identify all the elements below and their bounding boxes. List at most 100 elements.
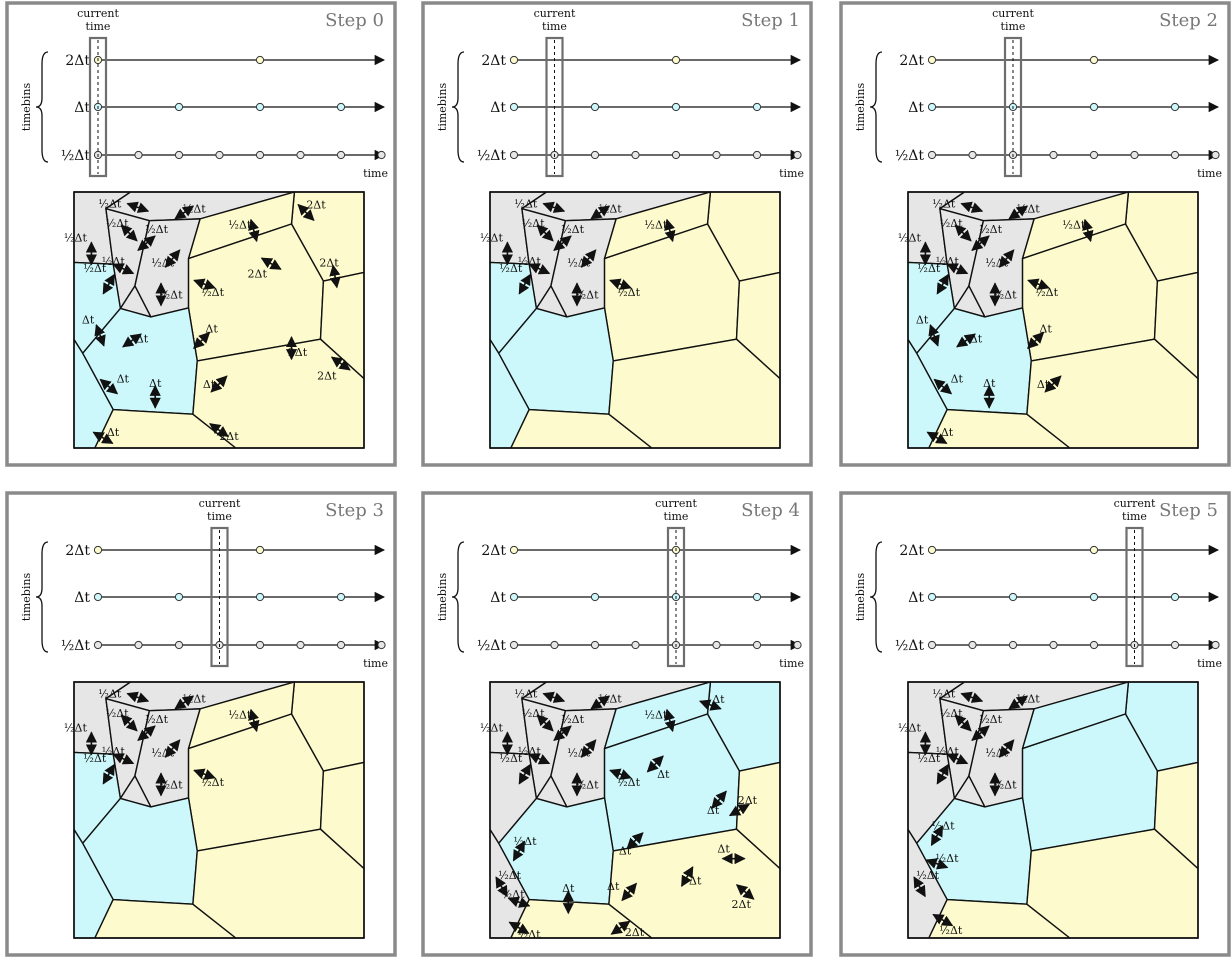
flux-arrow-half: [137, 725, 156, 741]
current-time-label-2: time: [86, 20, 111, 33]
flux-arrow-half: [164, 739, 181, 758]
flux-label-full: Δt: [689, 875, 702, 888]
timestep-marker-half: [671, 150, 681, 160]
flux-label-half: ½Δt: [575, 288, 599, 301]
flux-label-half: ½Δt: [936, 745, 960, 758]
flux-arrow-half: [508, 921, 530, 934]
flux-label-full: Δt: [149, 377, 162, 390]
flux-arrow-half: [120, 224, 138, 242]
flux-label-half: ½Δt: [940, 217, 964, 230]
bin-label-full: Δt: [490, 100, 506, 116]
flux-arrow-full: [711, 790, 727, 810]
flux-arrow-half: [164, 249, 181, 268]
timestep-marker-half: [590, 150, 600, 160]
flux-label-half: ½Δt: [644, 708, 668, 721]
flux-label-half: ½Δt: [917, 752, 941, 765]
flux-arrow-half: [946, 263, 969, 275]
current-time-label-1: current: [77, 7, 119, 20]
flux-label-half: ½Δt: [183, 692, 207, 705]
timestep-marker-full: [1089, 102, 1099, 112]
panel-step-1: Step 12ΔtΔt½Δttimebinstimecurrenttime½Δt…: [421, 1, 813, 467]
current-time-label-2: time: [542, 20, 567, 33]
mesh-border: [907, 191, 1199, 449]
panel-step-4: Step 42ΔtΔt½Δttimebinstimecurrenttime½Δt…: [421, 491, 813, 957]
flux-label-full: Δt: [970, 332, 983, 345]
flux-label-half: ½Δt: [1035, 286, 1059, 299]
panel-title: Step 5: [1159, 500, 1218, 521]
timestep-marker-half: [550, 640, 559, 650]
flux-label-half: ½Δt: [64, 231, 88, 244]
flux-arrow-half: [590, 695, 611, 710]
bin-label-double: 2Δt: [65, 543, 90, 559]
flux-arrow-half: [120, 714, 138, 732]
timestep-marker-full: [509, 592, 519, 602]
flux-label-half: ½Δt: [617, 776, 641, 789]
flux-arrow-half: [553, 725, 572, 741]
flux-label-half: ½Δt: [561, 713, 585, 726]
flux-label-full: Δt: [717, 843, 730, 856]
flux-arrow-double: [329, 264, 341, 289]
timestep-marker-half: [296, 640, 305, 650]
flux-label-double: 2Δt: [317, 370, 337, 383]
bin-label-full: Δt: [490, 590, 506, 606]
timestep-marker-full: [1089, 592, 1099, 602]
current-time-label-1: current: [992, 7, 1034, 20]
flux-arrow-double: [330, 356, 351, 371]
flux-label-half: ½Δt: [644, 218, 668, 231]
time-axis-label: time: [363, 657, 388, 670]
flux-arrow-half: [112, 263, 135, 275]
flux-label-full: Δt: [1039, 322, 1052, 335]
flux-arrow-half: [930, 825, 944, 847]
timestep-marker-half: [255, 150, 265, 160]
bin-label-half: ½Δt: [895, 148, 925, 164]
flux-arrow-double: [735, 884, 755, 900]
timestep-marker-half: [793, 640, 802, 650]
timestep-marker-half: [1170, 640, 1180, 650]
panel-title: Step 2: [1159, 10, 1218, 31]
flux-label-half: ½Δt: [514, 687, 538, 700]
flux-arrow-full: [933, 378, 953, 395]
flux-label-half: ½Δt: [145, 223, 169, 236]
flux-arrow-half: [536, 714, 554, 732]
flux-label-half: ½Δt: [513, 835, 537, 848]
flux-arrow-half: [1008, 695, 1029, 710]
flux-arrow-half: [664, 218, 676, 243]
bin-label-double: 2Δt: [899, 543, 924, 559]
flux-arrow-half: [518, 763, 531, 785]
timestep-marker-double: [927, 545, 937, 555]
flux-label-half: ½Δt: [936, 255, 960, 268]
timestep-marker-half: [1089, 150, 1099, 160]
flux-label-half: ½Δt: [106, 707, 130, 720]
flux-label-half: ½Δt: [98, 687, 122, 700]
flux-label-half: ½Δt: [599, 202, 623, 215]
time-axis-label: time: [779, 167, 804, 180]
flux-arrow-half: [1027, 278, 1050, 290]
flux-label-half: ½Δt: [979, 713, 1003, 726]
time-axis-label: time: [779, 657, 804, 670]
timestep-marker-full: [927, 592, 937, 602]
flux-label-full: Δt: [203, 378, 216, 391]
flux-label-half: ½Δt: [83, 752, 107, 765]
flux-label-half: ½Δt: [522, 707, 546, 720]
flux-label-half: ½Δt: [898, 721, 922, 734]
flux-arrow-half: [960, 201, 984, 213]
timebins-label: timebins: [436, 573, 449, 622]
flux-label-half: ½Δt: [522, 217, 546, 230]
timestep-marker-half: [1049, 640, 1058, 650]
current-time-label-2: time: [664, 510, 689, 523]
flux-label-half: ½Δt: [932, 197, 956, 210]
flux-arrow-half: [536, 224, 554, 242]
current-time-box: [210, 526, 229, 668]
timestep-marker-full: [752, 102, 762, 112]
timestep-marker-half: [336, 640, 346, 650]
flux-arrow-half: [495, 876, 508, 898]
current-time-label-1: current: [534, 7, 576, 20]
flux-arrow-full: [193, 331, 211, 350]
flux-label-half: ½Δt: [985, 747, 1009, 760]
current-time-box: [666, 526, 686, 668]
timestep-marker-half: [296, 150, 305, 160]
